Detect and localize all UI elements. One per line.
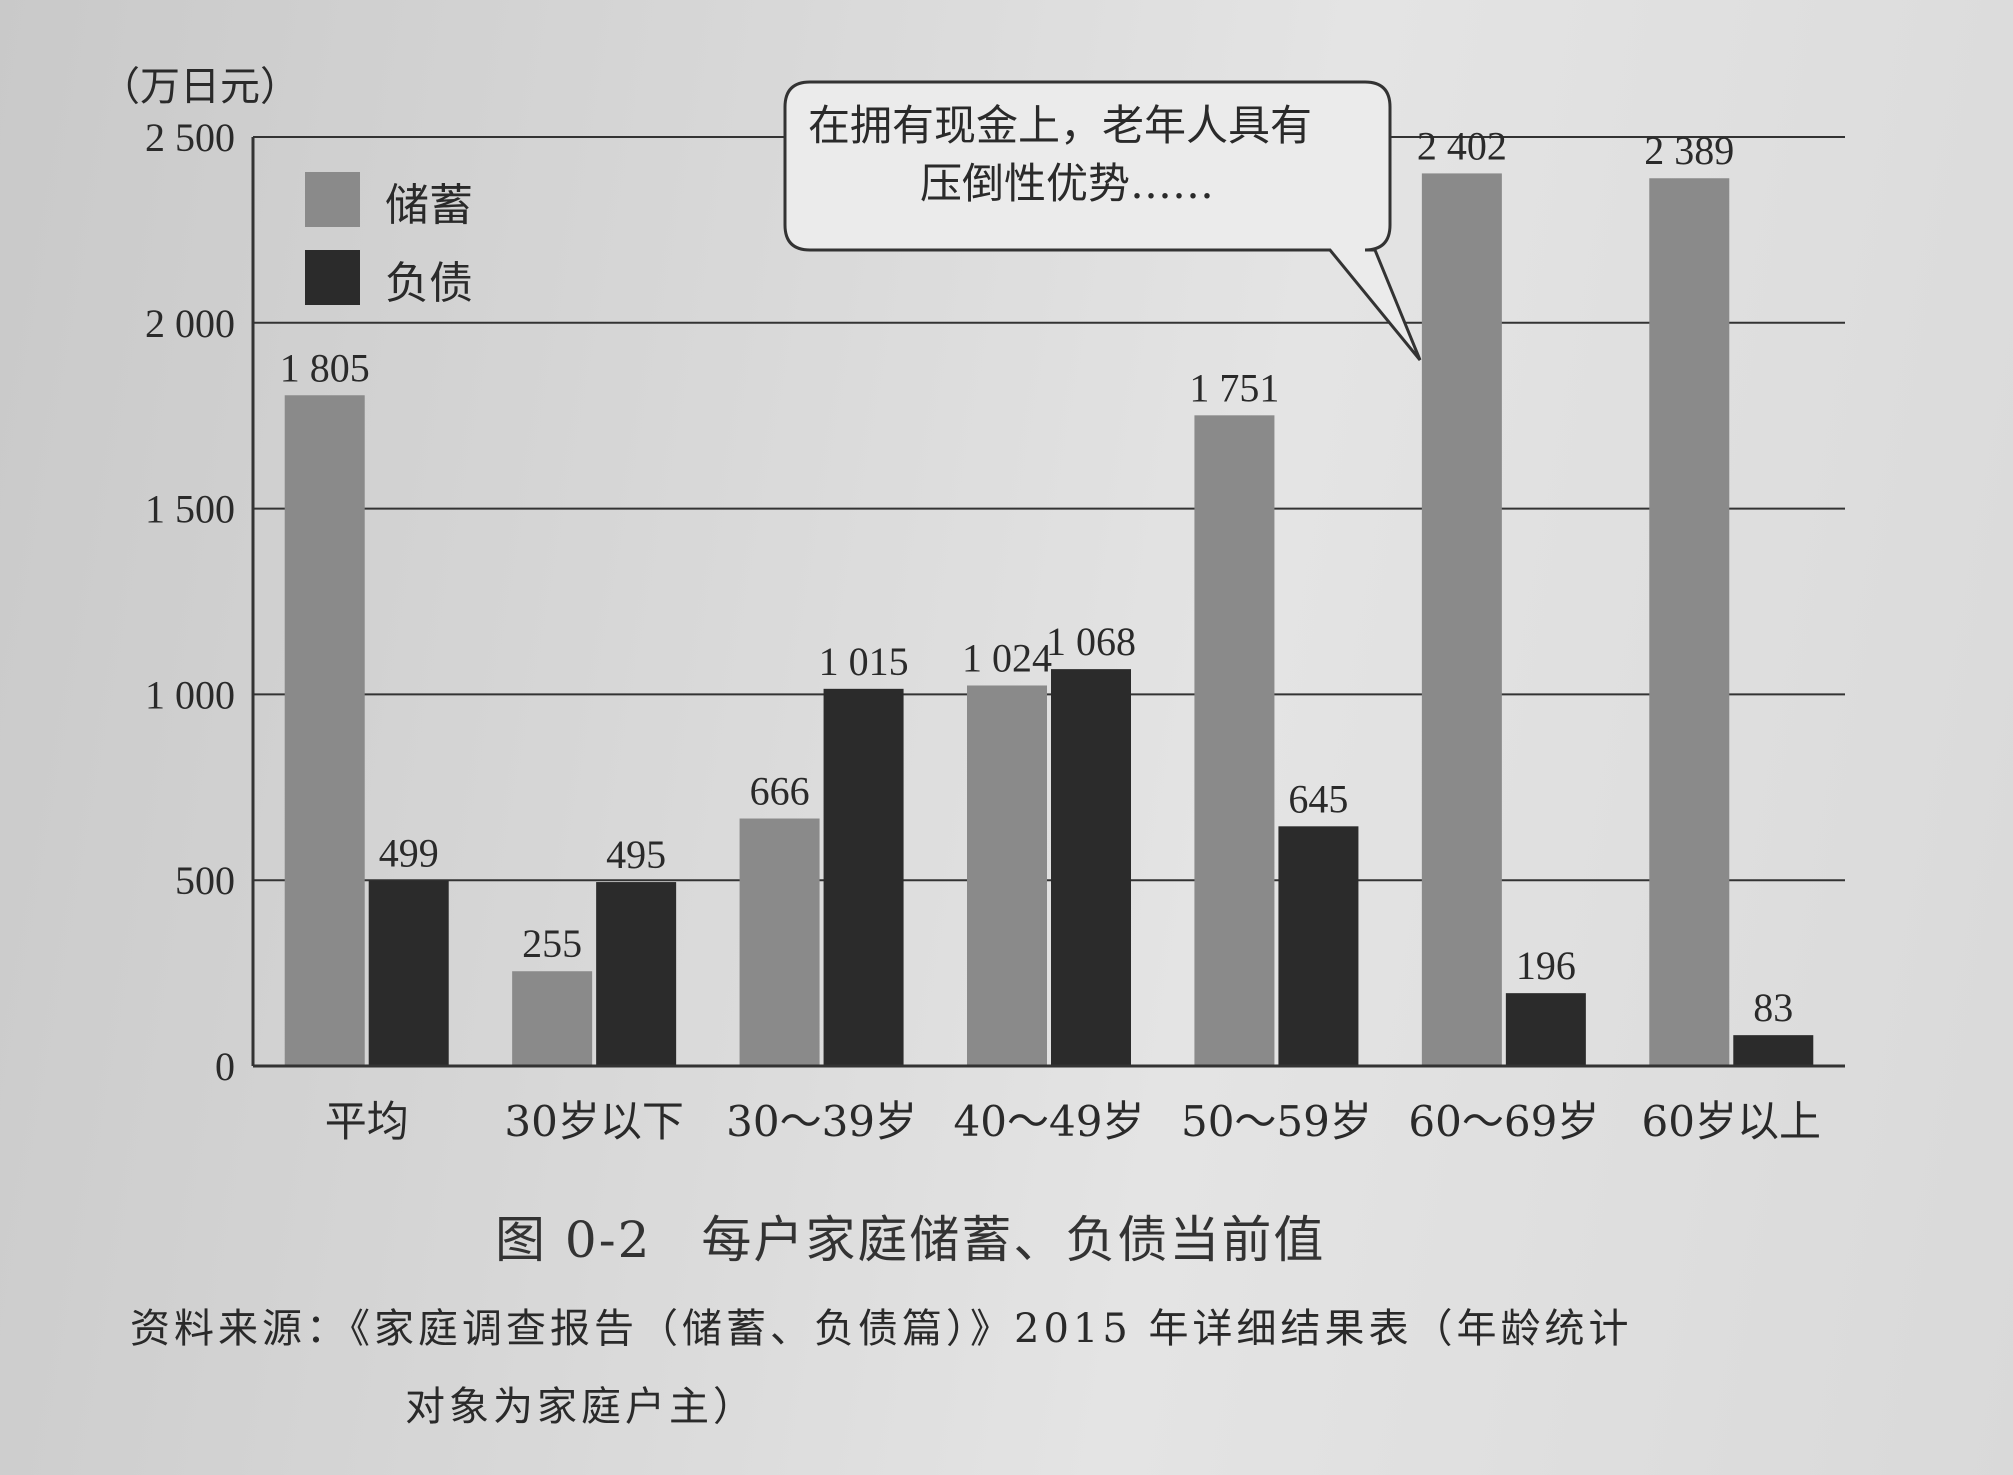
legend: 储蓄 负债 xyxy=(305,172,473,309)
y-tick-label: 1 000 xyxy=(145,672,235,717)
y-tick-label: 2 000 xyxy=(145,301,235,346)
bar-savings xyxy=(1194,415,1275,1067)
annotation-callout: 在拥有现金上，老年人具有 压倒性优势…… xyxy=(783,80,1422,361)
x-tick-label: 30～39岁 xyxy=(726,1097,917,1146)
bar-savings xyxy=(284,395,365,1067)
callout-bubble xyxy=(783,80,1422,361)
x-tick-label: 40～49岁 xyxy=(954,1097,1145,1146)
x-tick-label: 30岁以下 xyxy=(504,1097,683,1146)
y-tick-label: 0 xyxy=(215,1044,235,1089)
y-tick-label: 1 500 xyxy=(145,487,235,532)
bar-savings xyxy=(1649,178,1730,1066)
callout-line-2: 压倒性优势…… xyxy=(920,159,1214,208)
data-label-debt: 495 xyxy=(606,832,666,877)
data-label-savings: 1 751 xyxy=(1189,365,1279,410)
bar-savings xyxy=(1421,173,1502,1066)
data-label-savings: 2 389 xyxy=(1644,128,1734,173)
bar-savings xyxy=(967,685,1047,1066)
bar-debt xyxy=(1505,993,1586,1066)
bar-debt xyxy=(596,882,677,1066)
legend-label-debt: 负债 xyxy=(385,258,473,309)
x-tick-label: 50～59岁 xyxy=(1181,1097,1372,1146)
data-label-savings: 255 xyxy=(522,921,582,966)
x-tick-label: 60岁以上 xyxy=(1642,1097,1821,1146)
data-label-debt: 196 xyxy=(1516,943,1576,988)
legend-label-savings: 储蓄 xyxy=(385,180,473,231)
bar-savings xyxy=(512,971,593,1066)
legend-swatch-debt xyxy=(305,250,360,305)
data-label-debt: 645 xyxy=(1288,776,1348,821)
data-label-savings: 1 024 xyxy=(962,635,1052,680)
legend-swatch-savings xyxy=(305,172,360,227)
x-tick-label: 60～69岁 xyxy=(1408,1097,1599,1146)
source-line-2: 对象为家庭户主） xyxy=(405,1384,757,1430)
y-axis-unit-label: （万日元） xyxy=(100,64,300,110)
y-tick-label: 2 500 xyxy=(145,115,235,160)
bars xyxy=(284,173,1814,1067)
data-label-savings: 1 805 xyxy=(280,345,370,390)
data-label-debt: 1 068 xyxy=(1046,619,1136,664)
source-note: 资料来源：《家庭调查报告（储蓄、负债篇）》2015 年详细结果表（年龄统计 对象… xyxy=(130,1290,1850,1446)
data-label-savings: 666 xyxy=(750,769,810,814)
data-label-savings: 2 402 xyxy=(1417,123,1507,168)
callout-line-1: 在拥有现金上，老年人具有 xyxy=(808,101,1312,150)
y-axis-ticks: 0 500 1 000 1 500 2 000 2 500 xyxy=(145,115,235,1089)
source-line-1: 资料来源：《家庭调查报告（储蓄、负债篇）》2015 年详细结果表（年龄统计 xyxy=(130,1306,1633,1352)
figure-title: 每户家庭储蓄、负债当前值 xyxy=(701,1211,1326,1269)
data-label-debt: 1 015 xyxy=(819,639,909,684)
x-tick-label: 平均 xyxy=(325,1097,409,1146)
figure-caption: 图 0-2 每户家庭储蓄、负债当前值 xyxy=(495,1200,1325,1272)
data-label-debt: 83 xyxy=(1753,985,1793,1030)
bar-debt xyxy=(823,688,904,1066)
bar-debt xyxy=(1051,669,1131,1066)
y-tick-label: 500 xyxy=(175,858,235,903)
bar-savings xyxy=(739,818,820,1066)
bar-debt xyxy=(368,880,449,1066)
x-axis-ticks: 平均 30岁以下 30～39岁 40～49岁 50～59岁 60～69岁 60岁以上 xyxy=(325,1097,1821,1146)
data-label-debt: 499 xyxy=(379,831,439,876)
bar-debt xyxy=(1278,826,1359,1066)
bar-debt xyxy=(1733,1035,1814,1066)
figure-number: 图 0-2 xyxy=(495,1211,652,1269)
